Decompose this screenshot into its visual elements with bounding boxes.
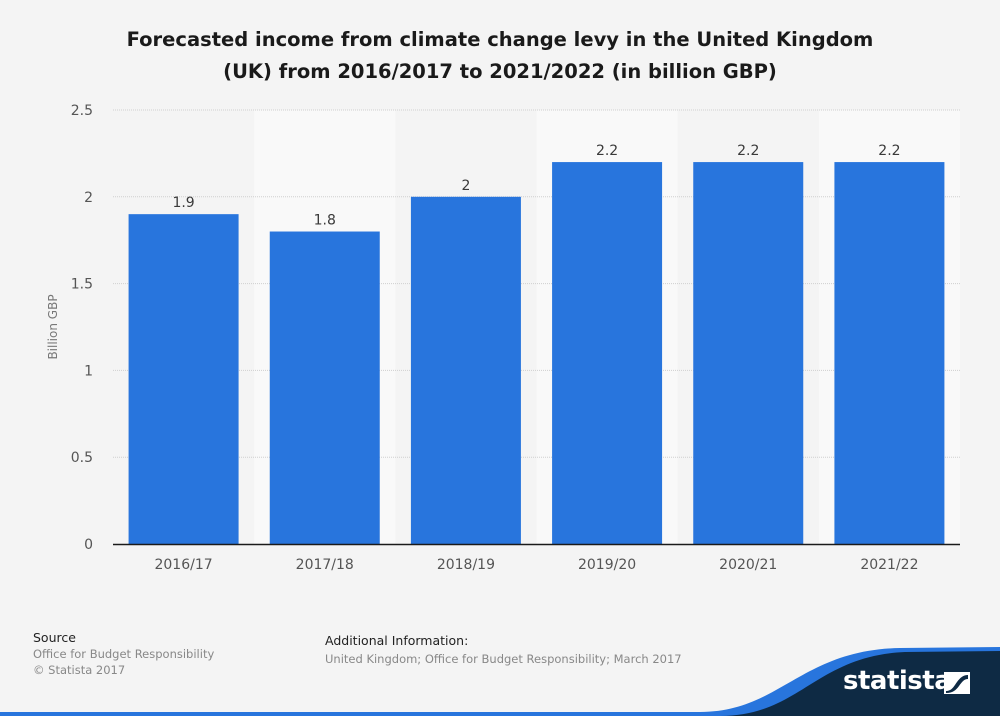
data-label: 1.9 <box>172 195 194 211</box>
bar <box>834 162 945 544</box>
chart-title-line-1: Forecasted income from climate change le… <box>126 28 874 51</box>
source-name[interactable]: Office for Budget Responsibility <box>33 647 215 661</box>
data-labels: 1.9 1.8 2 2.2 2.2 2.2 <box>172 143 900 228</box>
additional-info-header: Additional Information: <box>325 633 469 648</box>
y-tick-label: 2 <box>84 190 93 206</box>
data-label: 2.2 <box>878 143 900 159</box>
bar <box>269 231 380 544</box>
chart-title-line-2: (UK) from 2016/2017 to 2021/2022 (in bil… <box>223 60 777 83</box>
x-category-label: 2017/18 <box>296 557 354 573</box>
data-label: 2.2 <box>737 143 759 159</box>
y-tick-label: 0 <box>84 537 93 553</box>
bar <box>128 214 239 544</box>
chart-title: Forecasted income from climate change le… <box>0 24 1000 88</box>
copyright: © Statista 2017 <box>33 663 126 677</box>
x-category-label: 2016/17 <box>154 557 212 573</box>
y-axis-ticks: 0 0.5 1 1.5 2 2.5 <box>71 103 93 553</box>
data-label: 2.2 <box>596 143 618 159</box>
statista-logo[interactable]: statista <box>843 666 952 696</box>
data-label: 1.8 <box>314 213 336 229</box>
y-tick-label: 1.5 <box>71 277 93 293</box>
source-header: Source <box>33 630 76 645</box>
y-tick-label: 1 <box>84 363 93 379</box>
x-category-label: 2020/21 <box>719 557 777 573</box>
bar-chart: 00.511.522.5 1.91.822.2 2.2 2.2 2016/17 201… <box>46 103 960 573</box>
statista-mark-icon <box>944 672 970 694</box>
y-axis-title: Billion GBP <box>46 294 60 359</box>
x-category-label: 2019/20 <box>578 557 636 573</box>
additional-info-text: United Kingdom; Office for Budget Respon… <box>325 652 682 666</box>
y-tick-label: 2.5 <box>71 103 93 119</box>
bar <box>693 162 804 544</box>
y-tick-label: 0.5 <box>71 450 93 466</box>
x-category-label: 2021/22 <box>860 557 918 573</box>
bar <box>410 196 521 545</box>
source-block: Source Office for Budget Responsibility … <box>33 630 214 678</box>
x-axis-categories: 2016/17 2017/18 2018/19 2019/20 2020/21 2021/… <box>154 557 918 573</box>
x-category-label: 2018/19 <box>437 557 495 573</box>
additional-info-block: Additional Information: United Kingdom; … <box>325 632 682 668</box>
data-label: 2 <box>461 178 470 194</box>
bars <box>128 162 945 545</box>
bar <box>552 162 663 544</box>
